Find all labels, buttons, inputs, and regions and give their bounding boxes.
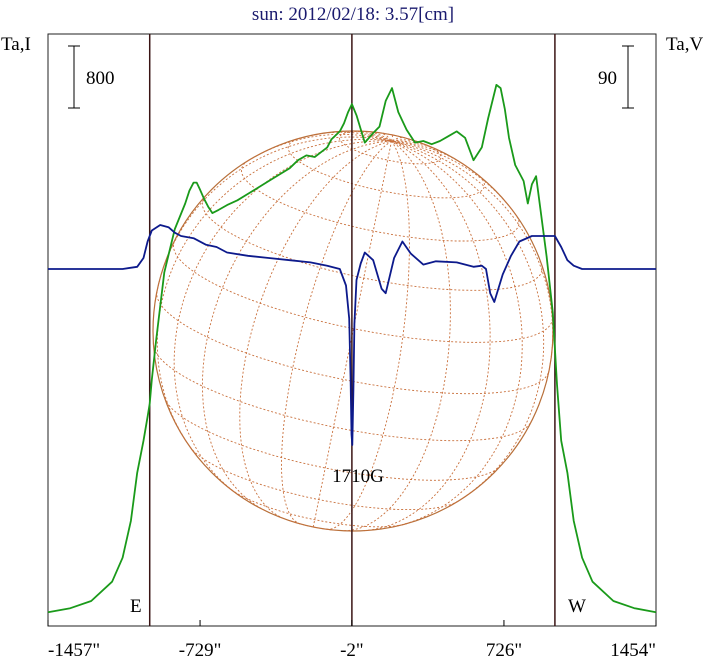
- latitude-line: [164, 398, 501, 481]
- left-scale-value: 800: [86, 68, 115, 89]
- series-line-i: [47, 84, 657, 614]
- longitude-line: [391, 135, 394, 142]
- longitude-line: [281, 140, 392, 525]
- x-tick-label: 726": [486, 640, 522, 661]
- latitude-line: [338, 130, 442, 165]
- longitude-line: [247, 133, 392, 162]
- longitude-line: [379, 132, 392, 142]
- latitude-line: [227, 486, 408, 528]
- left-axis-label: Ta,I: [1, 34, 31, 55]
- longitude-line: [366, 131, 392, 142]
- longitude-line: [312, 141, 392, 527]
- series-layer: [47, 84, 657, 614]
- x-tick-label: -2": [340, 640, 364, 661]
- vertical-markers: [148, 34, 556, 626]
- longitude-line: [341, 130, 392, 142]
- latitude-line: [240, 160, 520, 242]
- longitude-line: [391, 140, 442, 152]
- longitude-line: [173, 140, 392, 496]
- longitude-line: [239, 140, 392, 519]
- limb-label-east: E: [130, 596, 142, 617]
- right-axis-label: Ta,V: [666, 34, 703, 55]
- latitude-line: [153, 344, 532, 442]
- x-tick-label: 1454": [610, 640, 656, 661]
- longitude-line: [326, 140, 410, 530]
- right-scale-bar: 90: [598, 45, 634, 109]
- longitude-line: [201, 140, 392, 511]
- latitude-line: [189, 446, 459, 511]
- x-axis-ticks: -1457" -729" -2" 726" 1454": [47, 620, 657, 661]
- longitude-line: [312, 131, 392, 142]
- longitude-line: [391, 140, 517, 216]
- right-scale-value: 90: [598, 68, 617, 89]
- series-line-v: [48, 224, 656, 446]
- longitude-line: [391, 137, 406, 142]
- x-tick-label: -1457": [48, 640, 100, 661]
- longitude-line: [391, 140, 467, 167]
- peak-annotation: 1710G: [332, 466, 384, 487]
- x-tick-label: -729": [179, 640, 222, 661]
- longitude-line: [391, 140, 554, 381]
- solar-disk: [152, 130, 554, 532]
- left-scale-bar: 800: [68, 45, 115, 109]
- chart-title: sun: 2012/02/18: 3.57[cm]: [252, 4, 454, 25]
- latitude-line: [287, 137, 485, 199]
- limb-label-west: W: [568, 596, 586, 617]
- longitude-line: [391, 140, 523, 528]
- longitude-line: [364, 140, 491, 532]
- latitude-line: [201, 195, 543, 291]
